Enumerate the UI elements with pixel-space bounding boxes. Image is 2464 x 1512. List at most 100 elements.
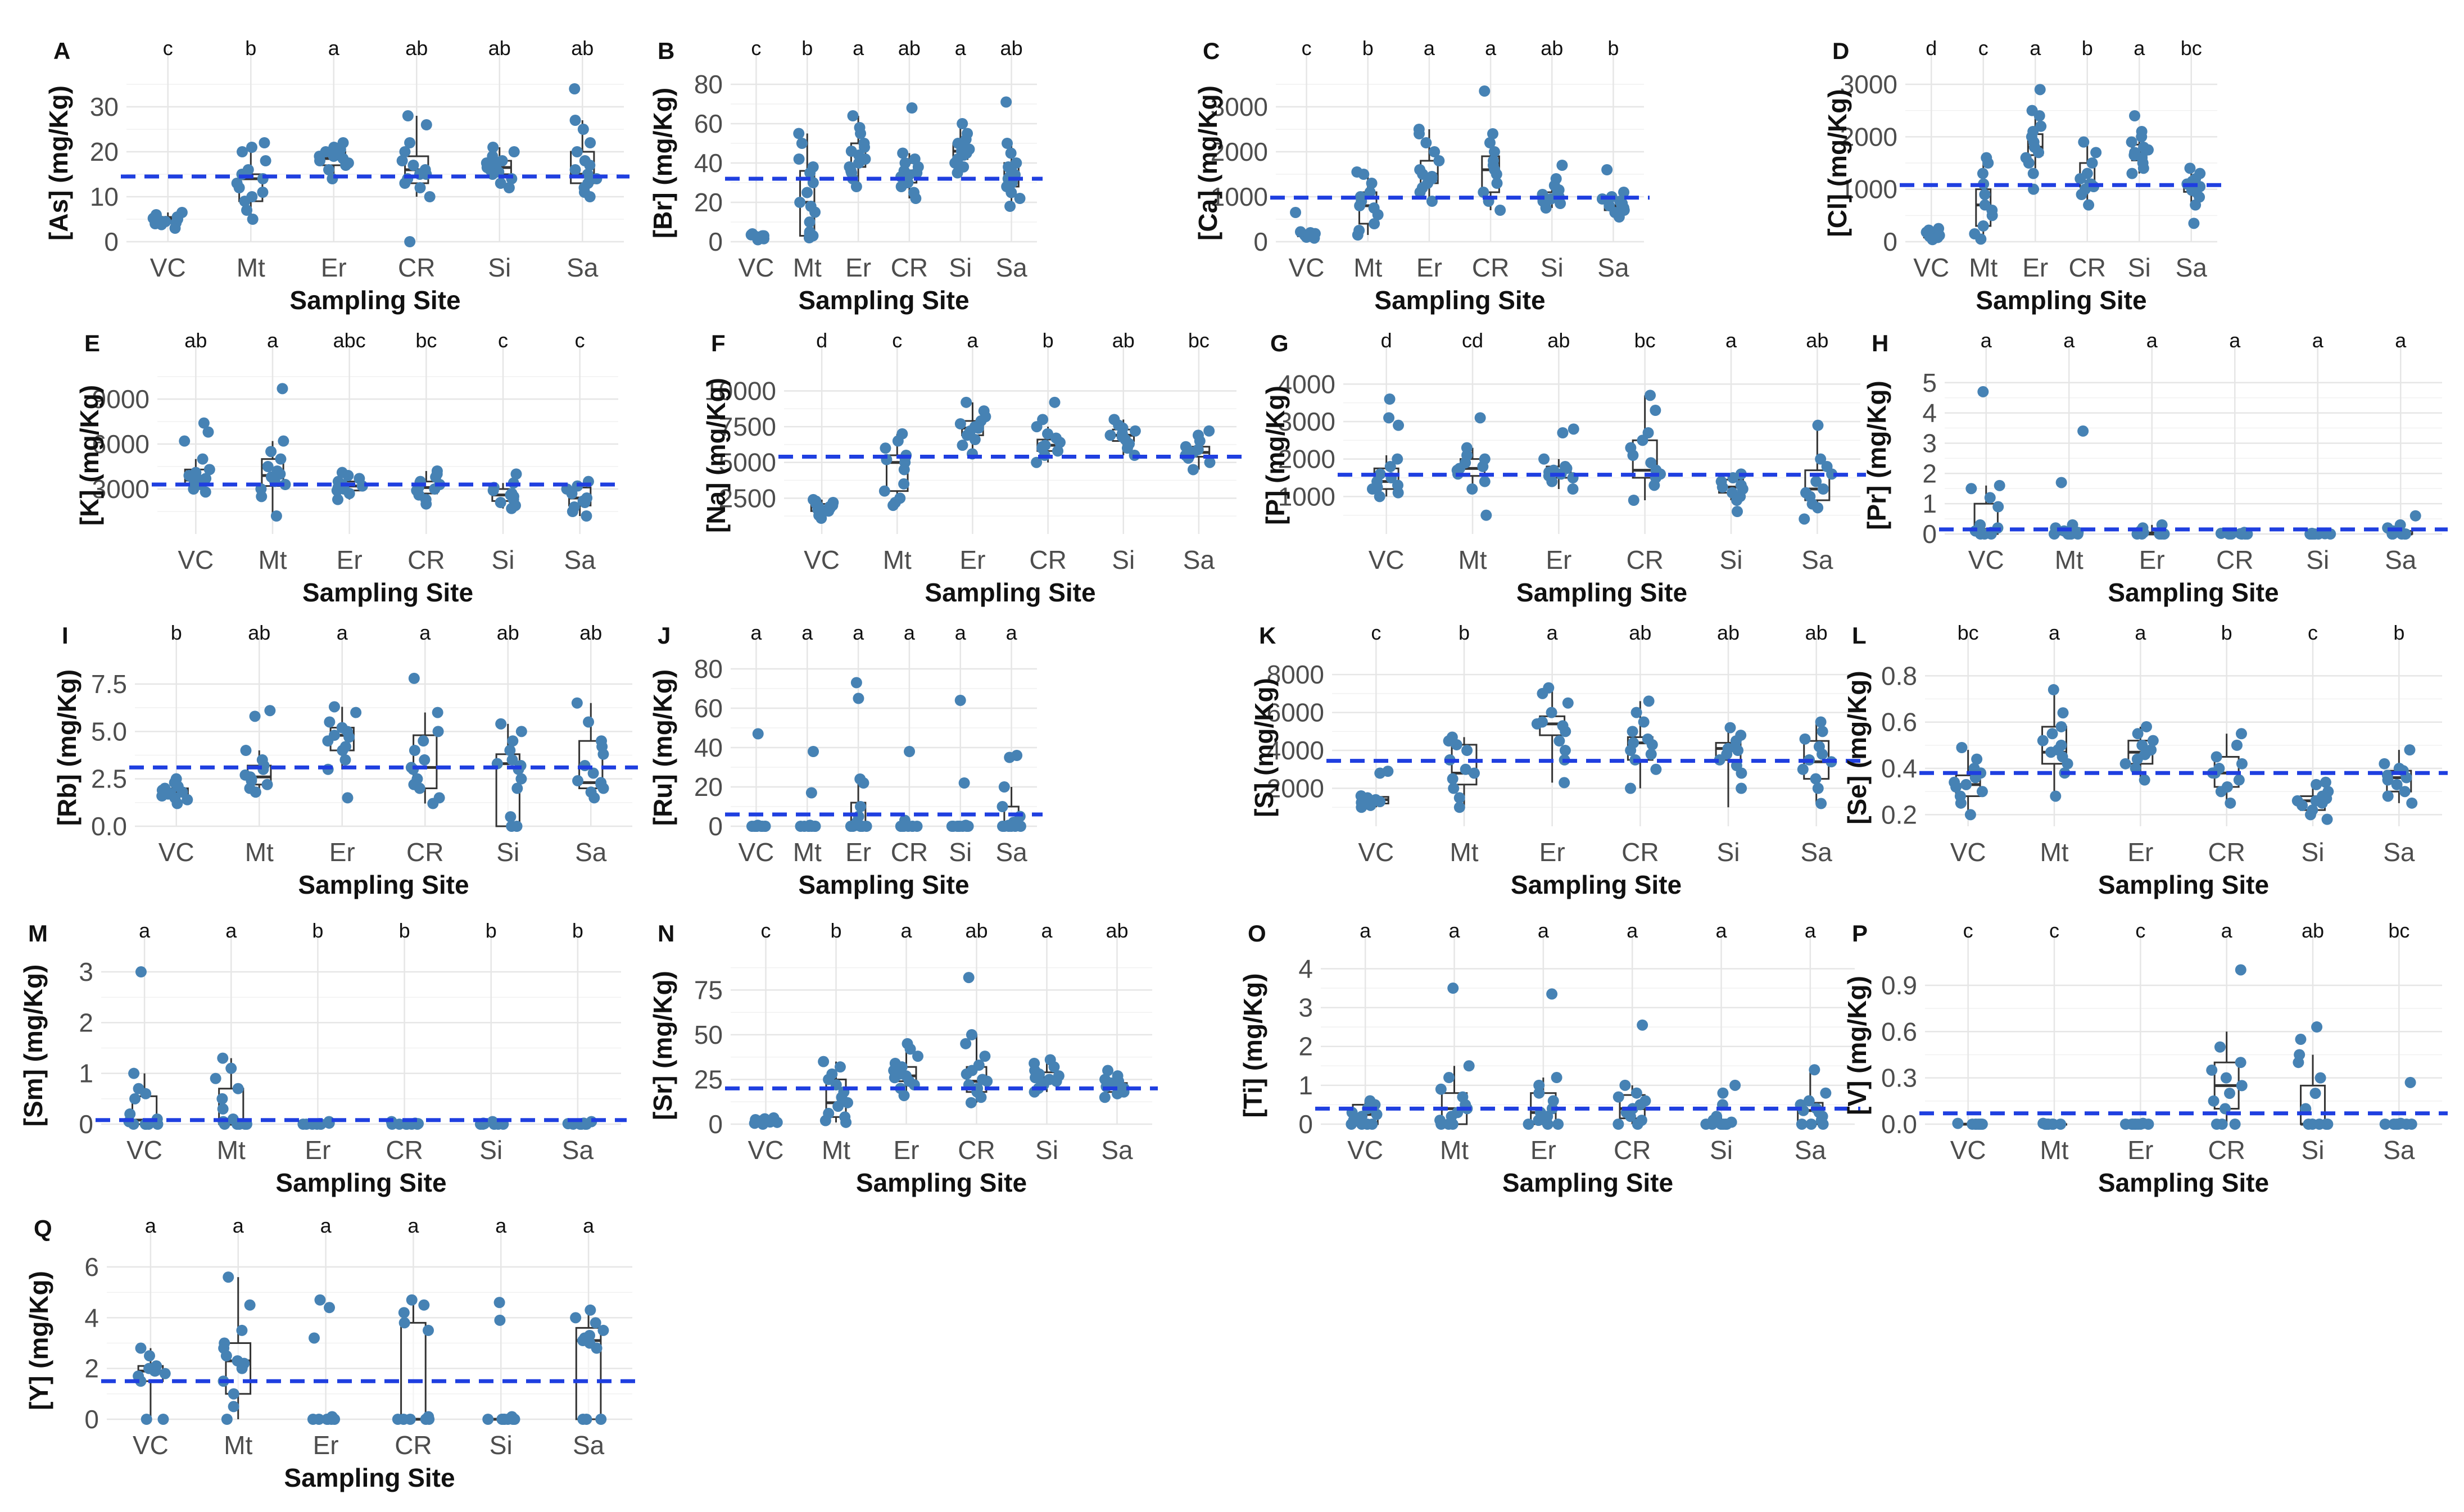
significance-letter: a [1448,919,1460,942]
panel-letter: P [1852,920,1868,947]
data-point [854,122,866,133]
data-point [487,151,499,162]
data-point [244,771,256,783]
panel-letter: O [1248,920,1266,947]
data-point [1384,393,1396,405]
data-point [2045,746,2057,758]
x-tick-label: Mt [822,1135,850,1165]
data-point [1613,1091,1624,1103]
data-point [246,142,258,153]
significance-letter: ab [965,919,988,942]
data-point [746,228,758,239]
significance-letter: c [498,329,508,352]
y-tick-label: 0 [1253,227,1268,256]
y-axis-title: [Se] (mg/Kg) [1842,671,1872,824]
data-point [1129,425,1141,437]
significance-letter: a [320,1214,332,1237]
data-point [2379,758,2390,769]
data-point [2311,778,2322,790]
significance-letter: d [1926,37,1937,60]
data-point [1466,483,1478,495]
data-point [176,207,188,218]
data-point [2035,120,2047,132]
significance-letter: a [955,37,967,60]
data-point [149,1365,161,1377]
data-point [1099,1074,1111,1085]
significance-letter: c [2135,919,2145,942]
data-point [511,821,523,832]
data-point [128,1067,140,1079]
y-axis-title: [As] (mg/Kg) [44,85,73,241]
significance-letter: a [407,1214,419,1237]
data-point [1005,147,1017,159]
y-tick-label: 2000 [1840,122,1897,151]
data-point [314,1294,326,1306]
x-tick-label: VC [804,545,840,574]
y-tick-label: 20 [694,188,723,217]
significance-letter: c [163,37,173,60]
data-point [827,497,839,508]
data-point [232,1083,244,1094]
data-point [418,1299,430,1311]
data-point [342,157,354,169]
data-point [1354,200,1366,211]
data-point [2236,1080,2248,1092]
significance-letter: ab [1000,37,1023,60]
significance-letter: a [2221,919,2233,942]
data-point [1815,716,1827,728]
data-point [203,464,215,476]
data-point [1965,483,1977,495]
panel-Q: Q 0 2 4 6 VC Mt Er CR Si Sa a a a a a a Sampling Site [Y] … [24,1214,638,1492]
data-point [590,1317,601,1329]
data-point [1923,224,1935,236]
data-point [2221,781,2233,793]
panel-letter: K [1259,622,1276,649]
data-point [1366,178,1378,189]
significance-letter: ab [1112,329,1135,352]
data-point [750,1114,762,1126]
data-point [853,692,864,704]
data-point [973,1060,985,1071]
x-tick-label: VC [1968,545,2004,574]
x-tick-label: VC [1369,545,1405,574]
panel-A: A 0 10 20 30 VC Mt Er CR Si Sa c b a ab ab ab Sampling Si… [44,37,629,315]
data-point [1479,476,1491,487]
x-tick-label: Er [894,1135,920,1165]
significance-letter: c [751,37,761,60]
data-point [1011,157,1022,169]
data-point [418,735,429,747]
data-point [482,1414,494,1425]
data-point [2235,728,2247,740]
data-point [237,146,248,157]
data-point [1305,230,1316,242]
data-point [958,161,970,173]
data-point [2055,1119,2067,1130]
significance-letter: a [801,621,813,644]
data-point [1014,193,1026,204]
data-point [585,137,596,148]
data-point [2046,728,2058,740]
data-point [247,214,259,225]
data-point [889,1057,901,1069]
data-point [1984,492,1996,504]
data-point [328,730,340,741]
data-point [2129,110,2141,121]
data-point [1414,164,1426,175]
data-point [431,465,443,477]
data-point [981,1075,993,1087]
data-point [1628,737,1639,749]
y-tick-label: 1 [1298,1071,1313,1100]
x-tick-label: VC [738,253,774,282]
y-tick-label: 6000 [92,429,150,459]
data-point [2086,157,2098,169]
y-tick-label: 2500 [719,483,776,513]
data-point [793,153,805,165]
data-point [804,216,816,228]
data-point [2322,786,2334,798]
data-point [2142,144,2154,156]
data-point [1547,1095,1559,1107]
data-point [1434,1115,1446,1126]
significance-letter: a [267,329,279,352]
data-point [419,754,431,766]
y-tick-label: 7500 [719,412,776,441]
